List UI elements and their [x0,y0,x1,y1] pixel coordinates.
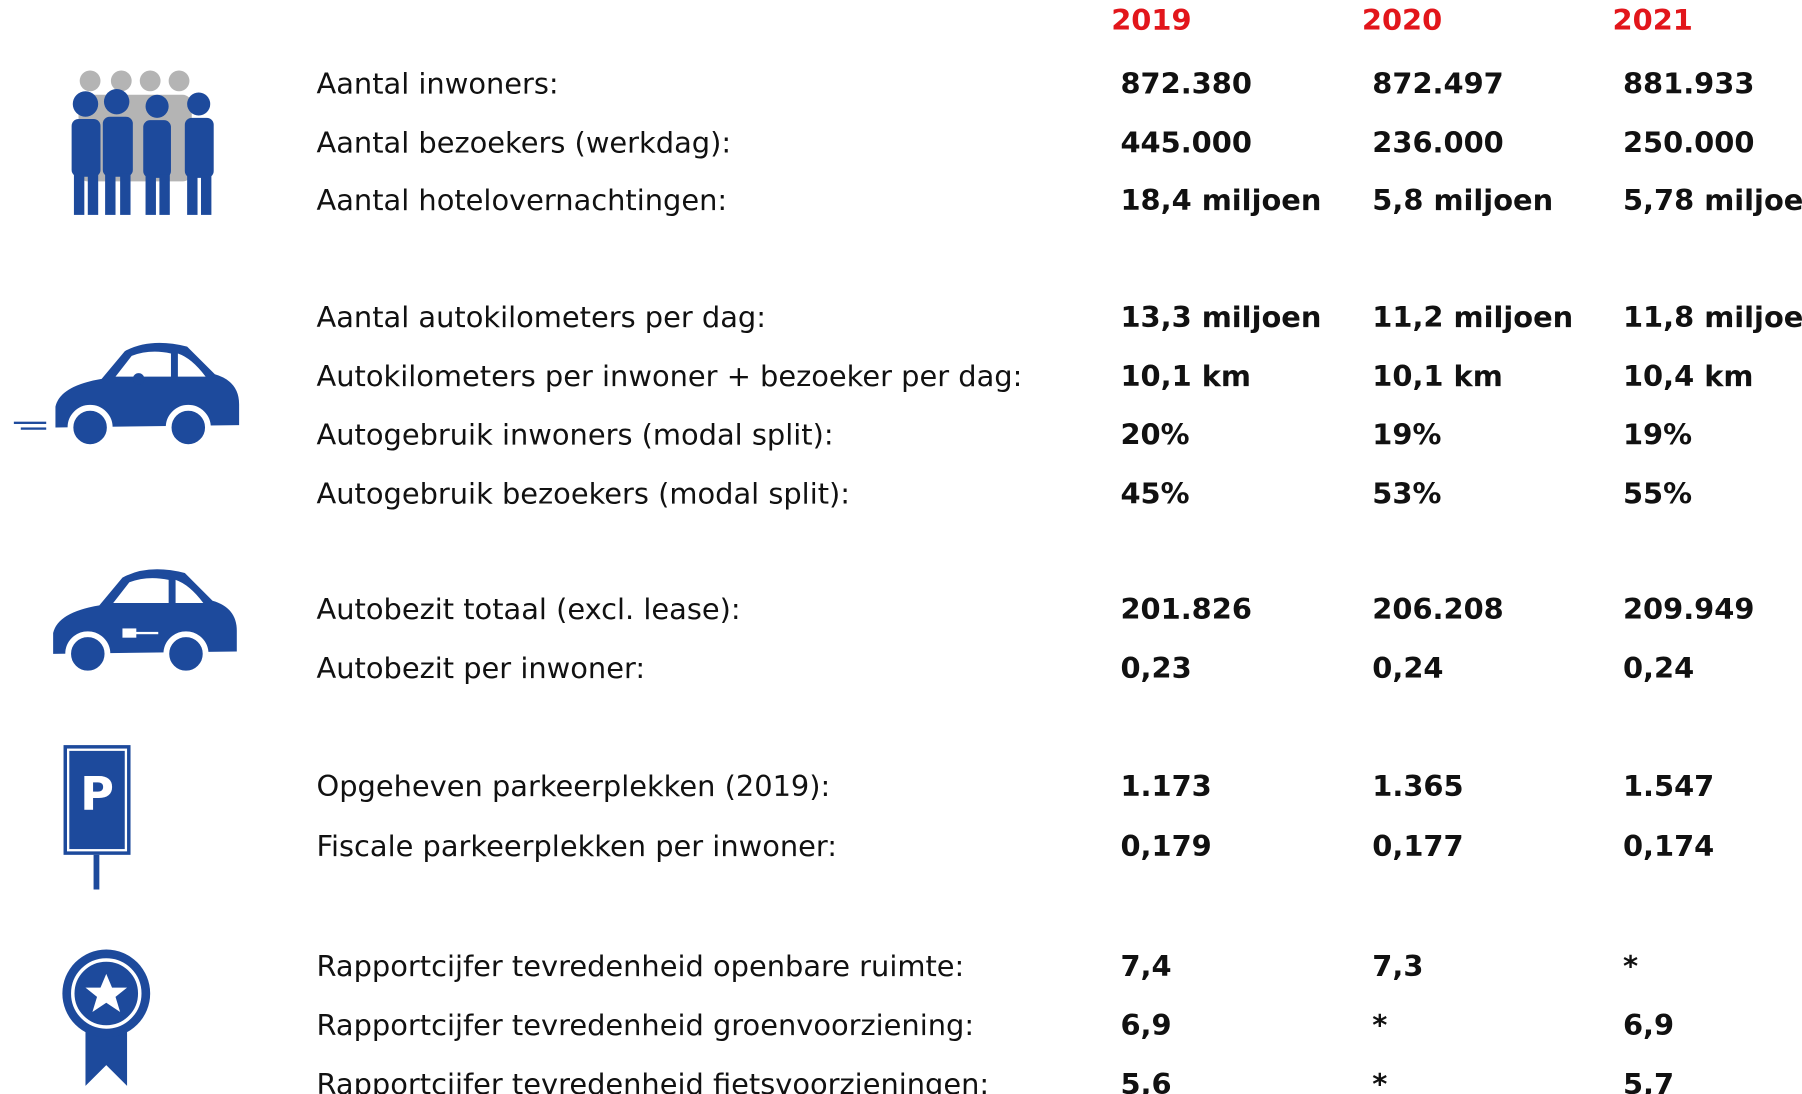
row-value: 45% [1120,477,1189,511]
row-value: * [1372,1067,1387,1094]
row-label: Fiscale parkeerplekken per inwoner: [317,829,838,863]
row-value: 0,23 [1120,651,1191,685]
row-value: 445.000 [1120,125,1251,159]
row-value: 11,8 miljoen [1623,300,1802,334]
row-value: 872.380 [1120,67,1251,101]
row-value: 6,9 [1120,1008,1171,1042]
svg-text:P: P [80,767,114,821]
row-value: 10,1 km [1120,359,1251,393]
row-label: Rapportcijfer tevredenheid groenvoorzien… [317,1008,975,1042]
icons: P [13,70,240,1086]
row-value: 6,9 [1623,1008,1674,1042]
row-value: 10,4 km [1623,359,1754,393]
row-value: 0,174 [1623,829,1714,863]
row-value: 0,179 [1120,829,1211,863]
row-label: Autogebruik bezoekers (modal split): [317,477,851,511]
row-value: 55% [1623,477,1692,511]
people-icon [71,70,214,215]
row-label: Aantal inwoners: [317,67,559,101]
row-value: 209.949 [1623,592,1754,626]
row-value: 1.365 [1372,769,1463,803]
row-label: Aantal hotelovernachtingen: [317,183,728,217]
row-value: 5,7 [1623,1067,1674,1094]
row-label: Aantal bezoekers (werkdag): [317,125,732,159]
row-label: Autobezit totaal (excl. lease): [317,592,741,626]
row-label: Aantal autokilometers per dag: [317,300,766,334]
row-value: 201.826 [1120,592,1251,626]
year-header: 2020 [1362,3,1442,37]
row-value: 0,24 [1623,651,1694,685]
row-value: 206.208 [1372,592,1503,626]
award-icon [62,949,151,1086]
row-value: 0,24 [1372,651,1443,685]
year-header: 2019 [1111,3,1191,37]
row-value: 5,78 miljoen [1623,183,1802,217]
row-value: 236.000 [1372,125,1503,159]
row-value: 53% [1372,477,1441,511]
row-value: 1.547 [1623,769,1714,803]
row-value: 11,2 miljoen [1372,300,1573,334]
row-value: 872.497 [1372,67,1503,101]
car-key-icon [53,569,237,677]
row-value: 250.000 [1623,125,1754,159]
row-value: 18,4 miljoen [1120,183,1321,217]
row-label: Opgeheven parkeerplekken (2019): [317,769,831,803]
row-value: 10,1 km [1372,359,1503,393]
row-value: 19% [1623,418,1692,452]
parking-icon: P [63,745,131,890]
row-label: Autobezit per inwoner: [317,651,646,685]
year-header: 2021 [1613,3,1693,37]
row-value: 0,177 [1372,829,1463,863]
row-label: Rapportcijfer tevredenheid fietsvoorzien… [317,1067,990,1094]
row-value: 7,4 [1120,949,1171,983]
row-value: 19% [1372,418,1441,452]
row-value: 13,3 miljoen [1120,300,1321,334]
row-label: Rapportcijfer tevredenheid openbare ruim… [317,949,965,983]
row-value: * [1372,1008,1387,1042]
row-value: 1.173 [1120,769,1211,803]
row-label: Autogebruik inwoners (modal split): [317,418,834,452]
row-value: 881.933 [1623,67,1754,101]
car-icon [13,342,240,450]
row-value: 5,6 [1120,1067,1171,1094]
row-value: * [1623,949,1638,983]
row-value: 5,8 miljoen [1372,183,1553,217]
row-value: 20% [1120,418,1189,452]
row-value: 7,3 [1372,949,1423,983]
row-label: Autokilometers per inwoner + bezoeker pe… [317,359,1023,393]
